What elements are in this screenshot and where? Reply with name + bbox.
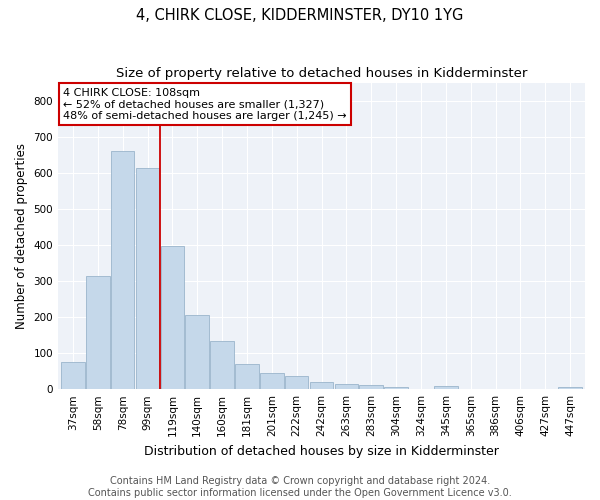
Bar: [136, 168, 160, 389]
Bar: [335, 384, 358, 389]
Bar: [111, 152, 134, 389]
Text: 4, CHIRK CLOSE, KIDDERMINSTER, DY10 1YG: 4, CHIRK CLOSE, KIDDERMINSTER, DY10 1YG: [136, 8, 464, 22]
Title: Size of property relative to detached houses in Kidderminster: Size of property relative to detached ho…: [116, 68, 527, 80]
Bar: [384, 388, 408, 389]
Bar: [285, 376, 308, 389]
Text: Contains HM Land Registry data © Crown copyright and database right 2024.
Contai: Contains HM Land Registry data © Crown c…: [88, 476, 512, 498]
Bar: [61, 362, 85, 389]
Bar: [558, 386, 582, 389]
Bar: [86, 276, 110, 389]
Text: 4 CHIRK CLOSE: 108sqm
← 52% of detached houses are smaller (1,327)
48% of semi-d: 4 CHIRK CLOSE: 108sqm ← 52% of detached …: [64, 88, 347, 121]
Bar: [161, 246, 184, 389]
Bar: [210, 340, 234, 389]
Bar: [235, 364, 259, 389]
Y-axis label: Number of detached properties: Number of detached properties: [15, 143, 28, 329]
Bar: [434, 386, 458, 389]
Bar: [359, 385, 383, 389]
Bar: [310, 382, 334, 389]
Bar: [185, 316, 209, 389]
Bar: [260, 373, 284, 389]
X-axis label: Distribution of detached houses by size in Kidderminster: Distribution of detached houses by size …: [144, 444, 499, 458]
